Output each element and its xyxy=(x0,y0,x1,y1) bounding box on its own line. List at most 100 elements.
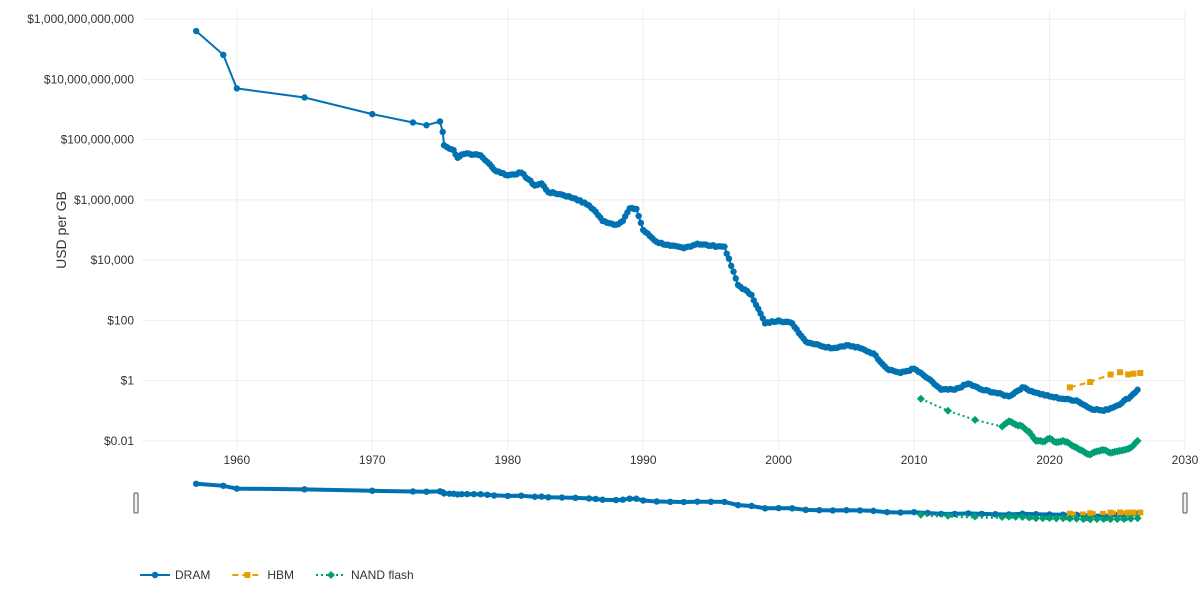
rangeslider-hbm-point xyxy=(1137,509,1144,516)
dram-point xyxy=(748,291,755,299)
hbm-point xyxy=(1116,369,1123,376)
dram-point xyxy=(728,262,735,270)
hbm-point xyxy=(1107,371,1114,378)
y-axis: $0.01 $1 $100 $10,000 $1,000,000 $100,000,000… xyxy=(27,12,134,448)
rangeslider-dram-point xyxy=(572,494,579,502)
rangeslider-dram-point xyxy=(870,507,877,515)
rangeslider-dram-point xyxy=(545,494,552,501)
rangeslider-dram-point xyxy=(843,506,850,514)
dram-point xyxy=(635,212,642,220)
nand-flash-point xyxy=(1133,436,1142,445)
y-tick-label: $100,000,000 xyxy=(61,133,135,147)
rangeslider-dram-point xyxy=(707,498,715,506)
rangeslider-dram-point xyxy=(531,493,539,500)
rangeslider-dram-point xyxy=(619,496,627,503)
series-dram xyxy=(192,27,1141,414)
series-nand-flash xyxy=(916,394,1142,459)
rangeslider-left-handle[interactable] xyxy=(133,492,139,514)
x-tick-label: 1970 xyxy=(359,453,386,467)
rangeslider-hbm-point xyxy=(1130,509,1137,516)
rangeslider-dram-point xyxy=(477,491,484,498)
rangeslider-nand-flash-point xyxy=(1065,514,1074,523)
y-tick-label: $10,000,000,000 xyxy=(44,72,134,86)
rangeslider-dram-point xyxy=(829,507,837,514)
rangeslider-nand-flash-point xyxy=(971,512,980,521)
range-slider[interactable] xyxy=(133,480,1188,524)
rangeslider-nand-flash-point xyxy=(1086,515,1095,524)
rangeslider-dram-point xyxy=(761,505,769,512)
rangeslider-nand-flash-point xyxy=(1092,515,1101,524)
rangeslider-nand-flash-point xyxy=(1038,514,1047,523)
rangeslider-dram-point xyxy=(369,487,376,494)
rangeslider-dram-point xyxy=(734,501,742,509)
dram-point xyxy=(732,275,739,282)
rangeslider-dram-point xyxy=(409,488,417,495)
grid xyxy=(142,10,1186,450)
y-tick-label: $1,000,000,000,000 xyxy=(27,12,134,26)
rangeslider-nand-flash-point xyxy=(1025,513,1034,522)
rangeslider-dram-point xyxy=(897,509,904,516)
rangeslider-dram-point xyxy=(1032,510,1040,518)
dram-line xyxy=(195,30,1139,412)
y-tick-label: $1,000,000 xyxy=(74,193,134,207)
rangeslider-nand-flash-point xyxy=(1079,515,1088,524)
legend-label: NAND flash xyxy=(351,568,414,582)
rangeslider-nand-flash-point xyxy=(1133,514,1142,523)
rangeslider-hbm-point xyxy=(1116,509,1123,516)
y-tick-label: $0.01 xyxy=(104,434,134,448)
rangeslider-dram-point xyxy=(775,504,782,512)
rangeslider-nand-flash-point xyxy=(1113,515,1122,524)
hbm-point xyxy=(1137,369,1144,376)
y-axis-title: USD per GB xyxy=(53,191,69,269)
rangeslider-nand-flash-point xyxy=(1018,513,1027,522)
rangeslider-series-hbm xyxy=(1066,509,1144,517)
rangeslider-dram-point xyxy=(802,506,809,514)
rangeslider-dram-point xyxy=(463,490,471,498)
x-tick-label: 2000 xyxy=(765,453,792,467)
nand-flash-point xyxy=(1018,422,1027,431)
rangeslider-nand-flash-point xyxy=(1120,515,1129,523)
rangeslider-nand-flash-point xyxy=(1004,512,1013,521)
x-tick-label: 1980 xyxy=(494,453,521,467)
hbm-point xyxy=(1066,384,1073,391)
rangeslider-dram-point xyxy=(694,498,701,505)
x-tick-label: 2030 xyxy=(1172,453,1199,467)
dram-point xyxy=(192,27,200,35)
x-tick-label: 2020 xyxy=(1036,453,1063,467)
dram-point xyxy=(755,305,762,313)
rangeslider-dram-point xyxy=(626,495,633,502)
dram-point xyxy=(301,94,308,101)
rangeslider-series-dram xyxy=(192,480,1141,519)
rangeslider-nand-flash-point xyxy=(1052,514,1061,523)
dram-point xyxy=(725,255,733,262)
rangeslider-dram-point xyxy=(470,490,478,498)
rangeslider-dram-point xyxy=(612,496,620,504)
x-axis: 1960 1970 1980 1990 2000 2010 2020 2030 xyxy=(223,453,1198,467)
rangeslider-dram-point xyxy=(788,505,796,512)
legend-item-hbm[interactable]: HBM xyxy=(232,568,294,582)
legend-item-nand-flash[interactable]: NAND flash xyxy=(316,568,414,582)
rangeslider-dram-point xyxy=(856,507,864,514)
rangeslider-dram-point xyxy=(680,498,688,506)
legend[interactable]: DRAM HBM NAND flash xyxy=(140,568,414,582)
rangeslider-nand-flash-point xyxy=(1059,514,1068,523)
rangeslider-hbm-point xyxy=(1125,509,1132,516)
dram-point xyxy=(423,122,430,129)
rangeslider-dram-point xyxy=(667,498,674,506)
y-tick-label: $10,000 xyxy=(91,253,135,267)
rangeslider-dram-point xyxy=(233,485,241,492)
rangeslider-dram-point xyxy=(192,480,200,487)
legend-hbm-point xyxy=(244,572,251,578)
dram-point xyxy=(369,110,376,118)
nand-flash-point xyxy=(943,406,952,415)
legend-item-dram[interactable]: DRAM xyxy=(140,568,210,582)
rangeslider-nand-flash-point xyxy=(916,510,925,519)
rangeslider-dram-point xyxy=(592,495,599,503)
rangeslider-dram-point xyxy=(458,490,465,498)
rangeslider-dram-point xyxy=(538,493,545,500)
rangeslider-nand-flash-point xyxy=(1072,514,1081,523)
rangeslider-dram-point xyxy=(558,494,566,501)
rangeslider-hbm-point xyxy=(1107,509,1114,516)
rangeslider-right-handle[interactable] xyxy=(1182,492,1188,514)
